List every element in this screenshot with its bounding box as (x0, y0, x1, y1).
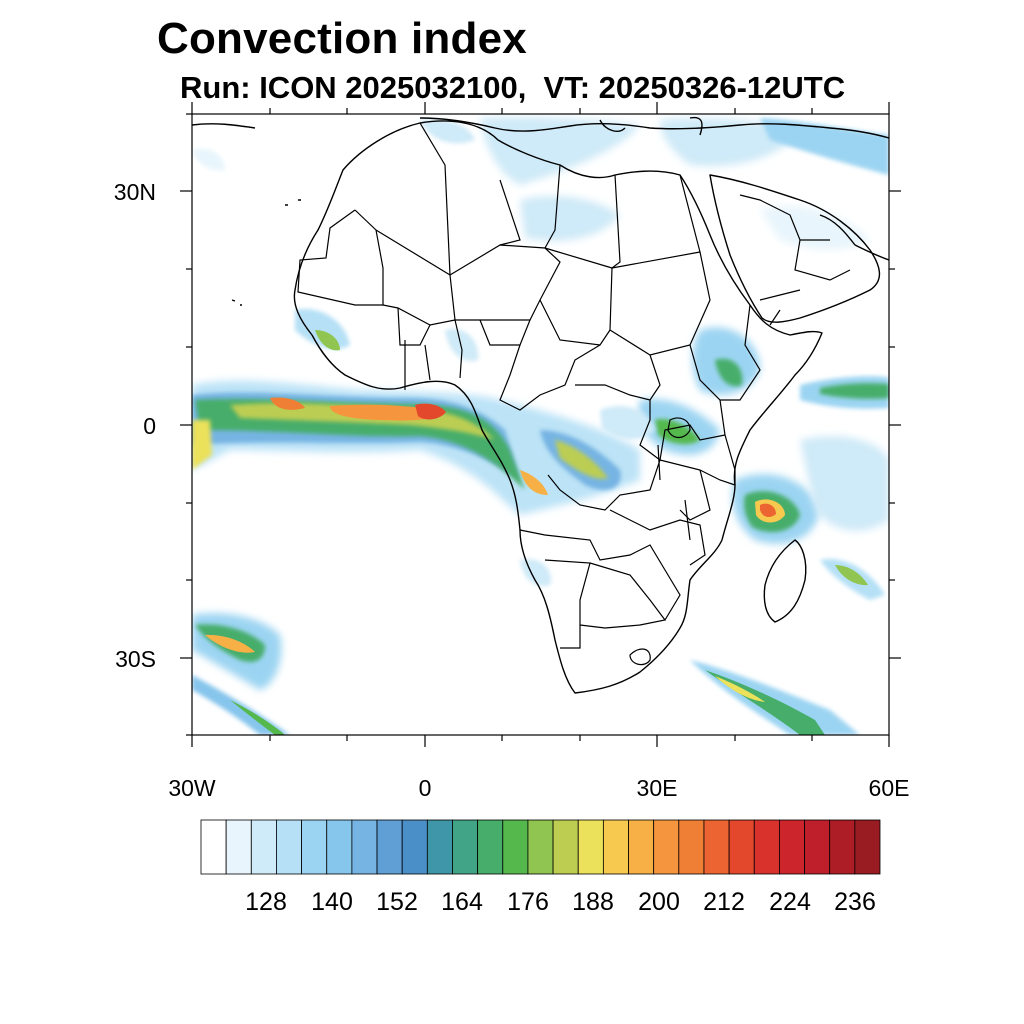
lat-label-30n: 30N (113, 179, 156, 205)
colorbar-label: 152 (376, 888, 418, 916)
colorbar-box (250, 819, 277, 875)
map-subtitle: Run: ICON 2025032100, VT: 20250326-12UTC (180, 70, 846, 105)
lon-label-0: 0 (418, 775, 432, 801)
colorbar-box (602, 819, 629, 875)
colorbar-box (276, 819, 302, 875)
colorbar-box (477, 819, 504, 875)
colorbar-box (628, 819, 655, 875)
lon-label-30e: 30E (636, 775, 678, 801)
colorbar-box (779, 819, 805, 875)
colorbar-box (326, 819, 353, 875)
colorbar-box (376, 819, 403, 875)
colorbar-box (854, 819, 881, 875)
colorbar-box (225, 819, 252, 875)
colorbar-label: 200 (638, 888, 680, 916)
map-frame (180, 102, 901, 747)
colorbar-box (753, 819, 780, 875)
colorbar-box (804, 819, 831, 875)
colorbar-box (678, 819, 705, 875)
colorbar-box (301, 819, 328, 875)
colorbar-box (728, 819, 755, 875)
colorbar-box (401, 819, 428, 875)
lat-label-0: 0 (143, 413, 156, 439)
colorbar-label: 128 (245, 888, 287, 916)
country-borders (297, 122, 851, 666)
colorbar-label: 164 (441, 888, 483, 916)
lon-label-30w: 30W (168, 775, 216, 801)
colorbar-label: 188 (572, 888, 614, 916)
colorbar (200, 819, 881, 875)
colorbar-box (577, 819, 604, 875)
colorbar-box (552, 819, 579, 875)
map-area (192, 116, 889, 735)
colorbar-box (200, 819, 227, 875)
coastlines (192, 116, 889, 694)
lon-label-60e: 60E (868, 775, 910, 801)
colorbar-box (426, 819, 453, 875)
colorbar-box (703, 819, 730, 875)
colorbar-box (351, 819, 378, 875)
convection-fields (192, 117, 889, 735)
lat-label-30s: 30S (115, 646, 156, 672)
colorbar-box (452, 819, 479, 875)
colorbar-label: 236 (834, 888, 876, 916)
map-title: Convection index (157, 14, 527, 63)
colorbar-label: 212 (703, 888, 745, 916)
colorbar-box (527, 819, 554, 875)
colorbar-label: 140 (311, 888, 353, 916)
lakes (657, 417, 691, 541)
colorbar-box (829, 819, 856, 875)
colorbar-box (502, 819, 529, 875)
colorbar-box (653, 819, 680, 875)
colorbar-label: 176 (507, 888, 549, 916)
colorbar-label: 224 (769, 888, 811, 916)
